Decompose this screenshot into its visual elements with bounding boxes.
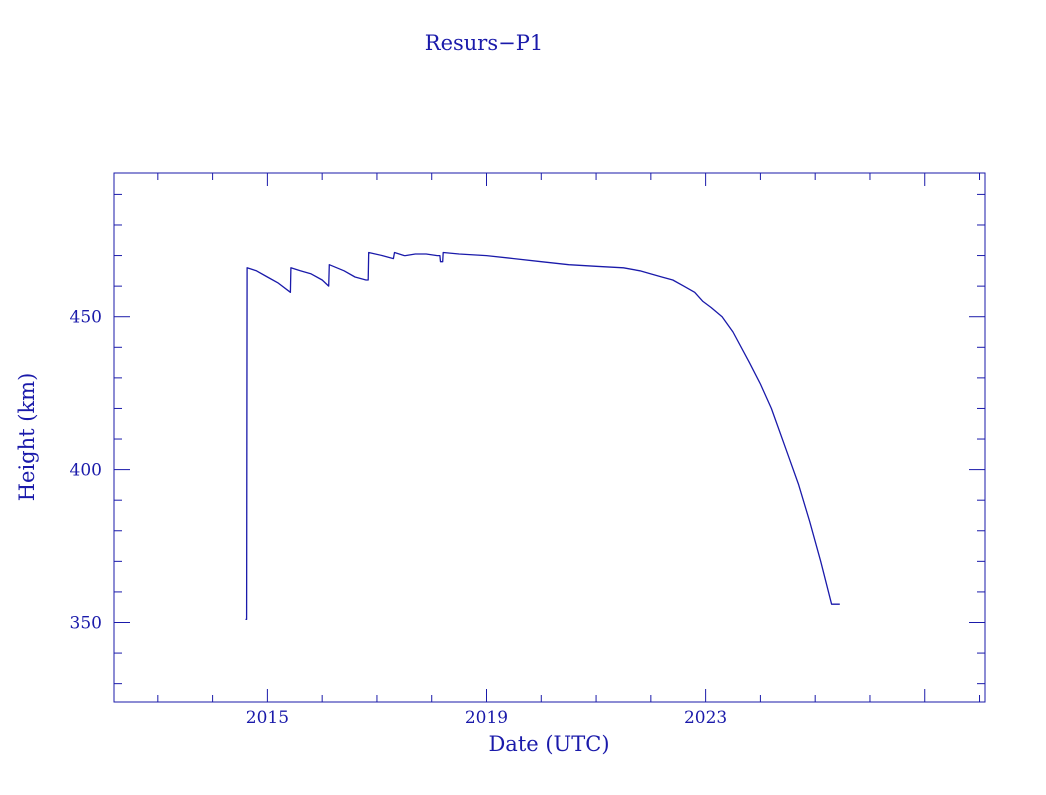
x-tick-label: 2023 xyxy=(684,708,727,728)
plot-frame xyxy=(113,172,986,703)
y-tick-label: 450 xyxy=(70,308,102,328)
x-axis-label: Date (UTC) xyxy=(488,732,609,756)
x-tick-label: 2015 xyxy=(246,708,289,728)
series-line-height xyxy=(245,251,840,621)
y-tick-label: 350 xyxy=(70,613,102,633)
axis-ticks xyxy=(114,173,985,702)
axis-tick-labels: 2015 2019 2023 350 400 450 xyxy=(70,308,728,728)
y-tick-label: 400 xyxy=(70,461,102,481)
x-tick-label: 2019 xyxy=(465,708,508,728)
chart-title: Resurs−P1 xyxy=(425,31,543,55)
y-axis-label: Height (km) xyxy=(15,373,39,502)
